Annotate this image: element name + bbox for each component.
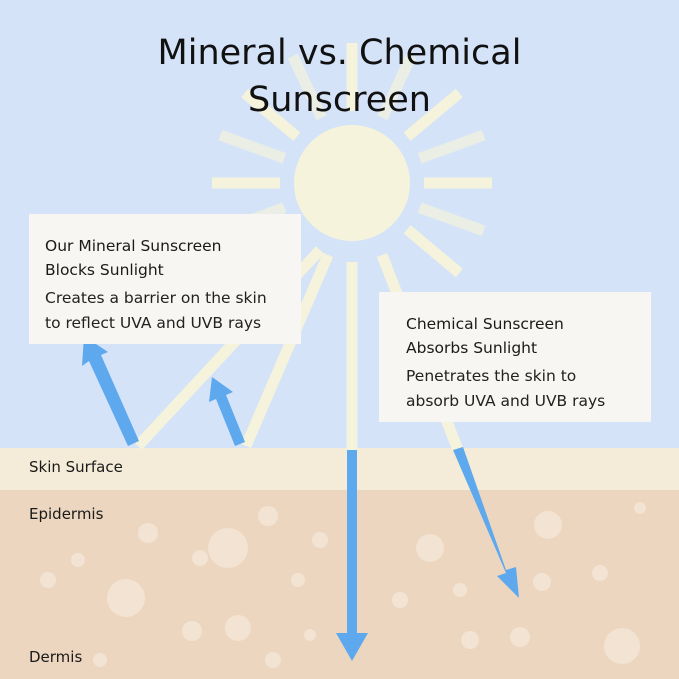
reflect-arrow-1	[82, 336, 139, 446]
skin-cell	[258, 506, 278, 526]
sun-ray	[287, 53, 327, 121]
skin-cell	[416, 534, 444, 562]
skin-surface-layer	[0, 448, 679, 490]
skin-cells	[40, 502, 646, 668]
sun-icon	[294, 125, 410, 241]
skin-cell	[312, 532, 328, 548]
skin-cell	[265, 652, 281, 668]
mineral-description: Creates a barrier on the skin to reflect …	[45, 289, 267, 332]
sun-ray	[403, 225, 463, 278]
absorb-arrow-diagonal	[453, 447, 519, 598]
absorb-arrow-vertical	[336, 450, 368, 661]
chemical-info-card: Chemical Sunscreen Absorbs Sunlight Penet…	[379, 292, 651, 422]
skin-cell	[40, 572, 56, 588]
sun-ray	[377, 53, 417, 121]
mineral-heading: Our Mineral Sunscreen Blocks Sunlight	[45, 237, 222, 279]
reflect-arrow-2	[209, 377, 245, 446]
sun-ray	[218, 129, 287, 164]
skin-cell	[453, 583, 467, 597]
chemical-heading: Chemical Sunscreen Absorbs Sunlight	[406, 315, 564, 357]
page-title: Mineral vs. Chemical Sunscreen	[0, 30, 679, 124]
skin-cell	[604, 628, 640, 664]
skin-surface-label: Skin Surface	[29, 458, 123, 476]
sun-ray	[403, 88, 463, 141]
epidermis-label: Epidermis	[29, 505, 104, 523]
skin-cell	[533, 573, 551, 591]
skin-cell	[138, 523, 158, 543]
skin-cell	[225, 615, 251, 641]
skin-cell	[107, 579, 145, 617]
skin-cell	[534, 511, 562, 539]
chemical-description: Penetrates the skin to absorb UVA and UVB…	[406, 367, 606, 410]
skin-cell	[510, 627, 530, 647]
skin-cell	[291, 573, 305, 587]
skin-cell	[71, 553, 85, 567]
skin-cell	[461, 631, 479, 649]
skin-cell	[392, 592, 408, 608]
sun-ray	[241, 88, 301, 141]
skin-cell	[592, 565, 608, 581]
skin-cell	[208, 528, 248, 568]
skin-cell	[192, 550, 208, 566]
sun-ray	[417, 202, 486, 237]
skin-cell	[182, 621, 202, 641]
dermis-label: Dermis	[29, 648, 83, 666]
sun-ray	[417, 129, 486, 164]
skin-cell	[304, 629, 316, 641]
mineral-info-card: Our Mineral Sunscreen Blocks Sunlight Cre…	[29, 214, 301, 344]
skin-cell	[634, 502, 646, 514]
title-line-1: Mineral vs. Chemical	[157, 33, 522, 73]
skin-cell	[93, 653, 107, 667]
title-line-2: Sunscreen	[248, 80, 431, 120]
ray-reflect-right	[240, 252, 334, 449]
